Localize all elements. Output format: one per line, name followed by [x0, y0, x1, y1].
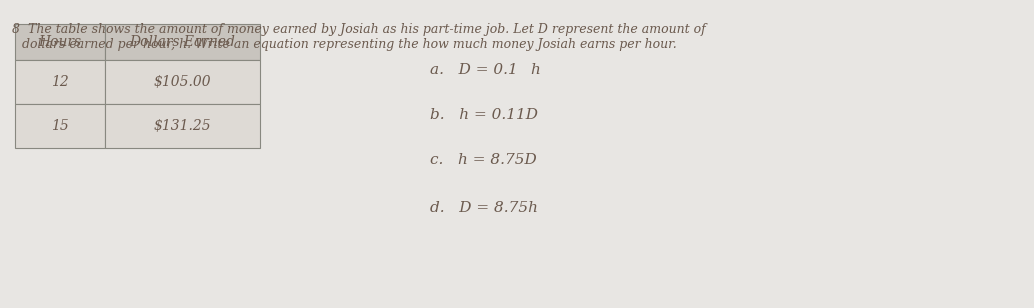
- Text: 12: 12: [51, 75, 69, 89]
- Text: Dollars Earned: Dollars Earned: [129, 35, 236, 49]
- Text: h: h: [530, 63, 540, 77]
- Text: $131.25: $131.25: [154, 119, 211, 133]
- Text: 8  The table shows the amount of money earned by Josiah as his part-time job. Le: 8 The table shows the amount of money ea…: [12, 23, 706, 36]
- Bar: [105, 60, 260, 104]
- Bar: [16, 60, 105, 104]
- Text: b.   h = 0.11D: b. h = 0.11D: [430, 108, 538, 122]
- Text: dollars earned per hour, h. Write an equation representing the how much money Jo: dollars earned per hour, h. Write an equ…: [22, 38, 676, 51]
- Bar: [105, 24, 260, 60]
- Bar: [16, 24, 105, 60]
- Bar: [105, 104, 260, 148]
- Text: c.   h = 8.75D: c. h = 8.75D: [430, 153, 537, 167]
- Text: a.   D = 0.1: a. D = 0.1: [430, 63, 518, 77]
- Text: $105.00: $105.00: [154, 75, 211, 89]
- Bar: [16, 104, 105, 148]
- Text: d.   D = 8.75h: d. D = 8.75h: [430, 201, 538, 215]
- Text: Hours: Hours: [38, 35, 82, 49]
- Text: 15: 15: [51, 119, 69, 133]
